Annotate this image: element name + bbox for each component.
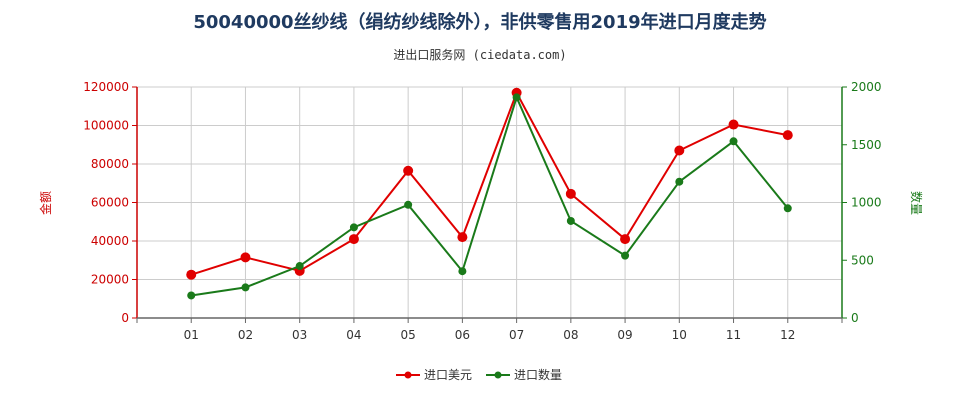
left-tick-label: 80000 xyxy=(91,157,129,171)
x-tick-label: 12 xyxy=(780,328,795,342)
x-tick-label: 08 xyxy=(563,328,578,342)
x-tick-label: 09 xyxy=(617,328,632,342)
data-point-quantity xyxy=(621,251,630,260)
x-tick-label: 02 xyxy=(238,328,253,342)
x-tick-label: 11 xyxy=(726,328,741,342)
data-point-amount xyxy=(240,252,251,263)
x-tick-label: 03 xyxy=(292,328,307,342)
data-series xyxy=(186,87,793,300)
x-tick-label: 10 xyxy=(672,328,687,342)
left-tick-label: 60000 xyxy=(91,196,129,210)
right-tick-label: 0 xyxy=(851,311,859,325)
x-tick-label: 01 xyxy=(184,328,199,342)
right-axis-title: 数量 xyxy=(909,191,924,215)
x-tick-label: 04 xyxy=(346,328,361,342)
data-point-quantity xyxy=(241,283,250,292)
x-tick-label: 05 xyxy=(401,328,416,342)
chart-title: 50040000丝纱线（绢纺纱线除外），非供零售用2019年进口月度走势 xyxy=(193,12,767,33)
data-point-amount xyxy=(674,145,685,156)
x-tick-label: 06 xyxy=(455,328,470,342)
x-axis-ticks: 01 02 03 04 05 06 07 08 09 10 11 12 xyxy=(136,318,843,342)
data-point-quantity xyxy=(512,93,521,102)
legend-label-quantity: 进口数量 xyxy=(514,367,562,382)
data-point-amount xyxy=(457,232,468,243)
right-axis-ticks: 0 500 1000 1500 2000 xyxy=(842,80,882,325)
data-point-amount xyxy=(348,234,359,245)
data-point-amount xyxy=(186,269,197,280)
chart-subtitle: 进出口服务网 (ciedata.com) xyxy=(393,48,567,62)
data-point-quantity xyxy=(566,216,575,225)
left-tick-label: 0 xyxy=(121,311,129,325)
data-point-amount xyxy=(782,130,793,141)
right-tick-label: 2000 xyxy=(851,80,882,94)
legend-label-amount: 进口美元 xyxy=(424,368,472,382)
x-tick-label: 07 xyxy=(509,328,524,342)
data-point-amount xyxy=(565,188,576,199)
data-point-quantity xyxy=(729,137,738,146)
data-point-amount xyxy=(728,119,739,130)
left-tick-label: 40000 xyxy=(91,234,129,248)
data-point-quantity xyxy=(187,291,196,300)
legend-item-amount: 进口美元 xyxy=(396,368,472,382)
data-point-amount xyxy=(620,234,631,245)
legend-item-quantity: 进口数量 xyxy=(486,367,562,382)
data-point-quantity xyxy=(404,200,413,209)
data-point-quantity xyxy=(783,204,792,213)
data-point-quantity xyxy=(295,262,304,271)
data-point-quantity xyxy=(349,223,358,232)
data-point-quantity xyxy=(458,267,467,276)
legend: 进口美元 进口数量 xyxy=(396,367,562,382)
left-tick-label: 20000 xyxy=(91,273,129,287)
left-axis-title: 金额 xyxy=(38,191,53,215)
right-tick-label: 1000 xyxy=(851,196,882,210)
series-line-quantity xyxy=(191,94,789,297)
right-tick-label: 1500 xyxy=(851,138,882,152)
data-point-amount xyxy=(403,165,414,176)
data-point-quantity xyxy=(675,177,684,186)
left-tick-label: 120000 xyxy=(83,80,129,94)
left-axis-ticks: 0 20000 40000 60000 80000 100000 120000 xyxy=(83,80,137,325)
left-tick-label: 100000 xyxy=(83,119,129,133)
right-tick-label: 500 xyxy=(851,253,874,267)
